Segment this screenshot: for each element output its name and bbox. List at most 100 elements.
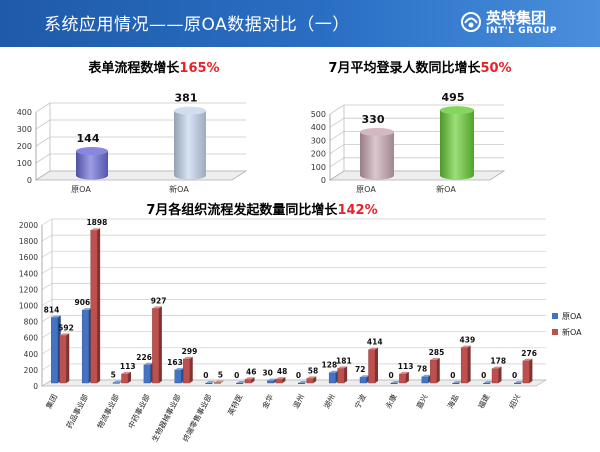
chart3-value-label: 5 <box>111 371 116 380</box>
chart3-ytick-label: 600 <box>24 334 39 343</box>
chart3-value-label: 285 <box>429 348 445 357</box>
chart3-bar-top <box>90 228 101 231</box>
chart3-value-label: 30 <box>262 369 272 378</box>
chart3-category-label: 海盐 <box>445 392 461 410</box>
chart1-ytick-label: 200 <box>17 142 32 151</box>
chart3-bar-side <box>158 306 162 383</box>
chart2-bar-body <box>360 131 394 180</box>
chart2-ytick-label: 500 <box>311 110 326 119</box>
company-logo: 英特集团 INT'L GROUP <box>456 5 596 43</box>
chart3-grid-diag <box>41 315 53 322</box>
chart3-ytick-label: 200 <box>24 366 39 375</box>
chart1-bar-body <box>76 151 108 180</box>
chart3-ytick-label: 1800 <box>19 237 38 246</box>
chart3-bar-side <box>344 366 348 383</box>
chart3-value-label: 0 <box>450 371 455 380</box>
chart3-bar-side <box>251 377 255 383</box>
chart3-value-label: 299 <box>182 347 198 356</box>
chart2-bar-top <box>360 127 394 136</box>
chart1-ytick-label: 100 <box>17 159 32 168</box>
chart3-value-label: 46 <box>246 367 256 376</box>
chart2-floor <box>328 170 506 181</box>
chart3-grid-diag <box>41 363 53 371</box>
chart3-bar-top <box>452 381 463 383</box>
chart3-bar-top <box>461 345 471 348</box>
logo-chinese-text: 英特集团 <box>486 9 547 27</box>
chart3-bar-top <box>360 375 370 378</box>
chart1-grid-diag <box>35 119 51 130</box>
chart-org-flows-svg: 7月各组织流程发起数量同比增长142% 0 200 400 600 800 1000 120… <box>19 202 582 443</box>
chart3-bar-side <box>375 347 379 383</box>
chart3-category-label: 宁波 <box>352 392 368 410</box>
chart3-grid-diag <box>41 250 53 258</box>
chart1-ytick-label: 400 <box>17 108 32 117</box>
chart3-bar-top <box>183 356 193 359</box>
chart3-bar-top <box>514 381 524 383</box>
chart3-bar-orig <box>174 369 182 384</box>
chart3-bar-orig <box>143 364 151 384</box>
chart3-value-label: 0 <box>203 371 208 380</box>
chart3-bar-orig <box>483 382 491 385</box>
chart3-bar-new <box>121 373 129 384</box>
chart3-category-label: 金华 <box>259 392 275 410</box>
chart3-ytick-label: 800 <box>24 318 39 327</box>
chart3-bar-top <box>430 358 440 361</box>
chart1-ytick-label: 0 <box>27 176 32 185</box>
chart3-value-label: 58 <box>308 366 318 375</box>
chart2-ytick-label: 0 <box>321 176 326 185</box>
chart3-bar-side <box>97 228 101 383</box>
chart2-title: 7月平均登录人数同比增长50% <box>328 60 511 76</box>
logo-mark-icon <box>461 12 481 32</box>
chart3-bar-top <box>421 374 432 377</box>
chart3-bar-side <box>405 371 409 383</box>
chart3-value-label: 592 <box>58 323 74 332</box>
chart3-value-label: 927 <box>151 296 167 305</box>
chart3-bar-top <box>492 366 502 369</box>
chart3-bar-new <box>183 358 190 384</box>
chart1-bar-top <box>174 106 206 115</box>
chart3-legend-swatch <box>552 329 558 335</box>
chart3-legend-label: 新OA <box>562 327 582 337</box>
chart2-ytick-label: 400 <box>311 123 326 132</box>
chart3-grid-diag <box>41 234 53 242</box>
chart1-value-label: 381 <box>175 92 198 105</box>
chart3-bar-side <box>282 377 286 383</box>
chart3-bar-top <box>82 308 92 311</box>
chart3-bar-new <box>337 368 345 384</box>
chart3-bar-top <box>368 347 379 350</box>
chart3-bar-top <box>121 371 132 374</box>
chart2-title-text: 7月平均登录人数同比增长 <box>328 60 481 76</box>
chart3-bar-top <box>51 315 61 318</box>
chart3-value-label: 414 <box>367 338 383 347</box>
chart3-bar-new <box>213 382 221 384</box>
chart3-category-label: 温州 <box>291 393 306 410</box>
chart2-bar-body <box>440 110 474 180</box>
chart3-value-label: 0 <box>512 371 517 380</box>
chart2-grid-diag <box>329 117 345 128</box>
chart3-legend-swatch <box>552 313 558 319</box>
chart3-value-label: 906 <box>75 298 91 307</box>
chart3-bar-new <box>491 368 499 384</box>
chart3-grid-diag <box>41 331 53 339</box>
chart3-grid-diag <box>41 218 53 226</box>
chart2-category-label: 原OA <box>356 185 376 194</box>
chart3-bar-orig <box>359 377 367 384</box>
chart3-category-label: 终端零售事业部 <box>180 392 214 443</box>
chart3-bar-new <box>399 373 407 384</box>
chart3-grid-diag <box>41 266 53 274</box>
chart3-bar-side <box>220 380 224 383</box>
chart3-bar-orig <box>236 382 244 385</box>
chart3-ytick-label: 2000 <box>19 221 38 230</box>
chart3-grid-diag <box>41 347 53 355</box>
chart3-bar-top <box>329 370 339 373</box>
chart1-grid-diag <box>35 102 51 113</box>
chart3-value-label: 48 <box>277 367 287 376</box>
chart3-category-label: 物流事业部 <box>95 392 122 430</box>
chart1-category-label: 新OA <box>169 184 189 194</box>
chart2-grid-diag <box>329 144 345 154</box>
chart3-bar-orig <box>112 382 120 384</box>
chart3-bar-top <box>245 377 255 380</box>
chart3-bar-orig <box>421 376 429 384</box>
chart3-bar-orig <box>81 309 89 384</box>
chart3-bar-top <box>298 381 308 383</box>
